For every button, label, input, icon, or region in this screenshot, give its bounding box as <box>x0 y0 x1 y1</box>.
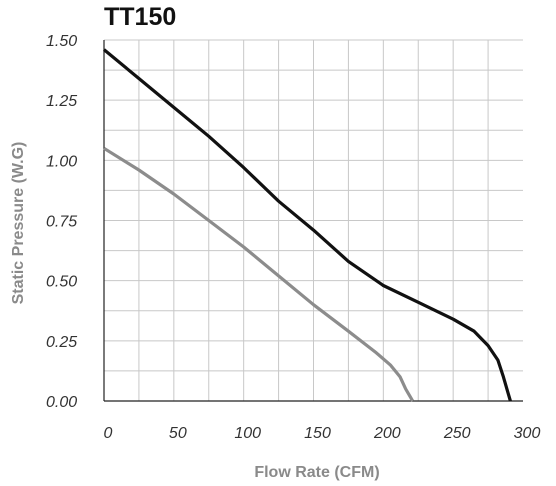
y-axis-label: Static Pressure (W.G) <box>10 142 27 305</box>
x-tick-label: 100 <box>234 425 261 442</box>
y-tick-label: 0.25 <box>46 334 77 351</box>
y-tick-label: 1.50 <box>46 33 77 50</box>
x-tick-label: 250 <box>443 425 471 442</box>
x-tick-label: 0 <box>104 425 113 442</box>
series-line-2 <box>103 146 415 402</box>
x-tick-label: 200 <box>373 425 401 442</box>
y-tick-label: 0.75 <box>46 214 77 231</box>
x-tick-label: 50 <box>169 425 187 442</box>
grid <box>104 39 523 401</box>
x-tick-label: 150 <box>304 425 331 442</box>
axes <box>103 40 523 402</box>
y-tick-labels: 0.00 0.25 0.50 0.75 1.00 1.25 1.50 <box>46 33 77 411</box>
y-tick-label: 1.25 <box>46 93 77 110</box>
y-tick-label: 0.00 <box>46 394 77 411</box>
x-tick-label: 300 <box>514 425 541 442</box>
y-tick-label: 1.00 <box>46 153 77 170</box>
series <box>102 48 512 402</box>
x-tick-labels: 0 50 100 150 200 250 300 <box>104 425 541 442</box>
chart-title: TT150 <box>104 3 176 31</box>
x-axis-label: Flow Rate (CFM) <box>254 464 379 481</box>
series-line-1 <box>102 48 512 402</box>
y-tick-label: 0.50 <box>46 274 77 291</box>
